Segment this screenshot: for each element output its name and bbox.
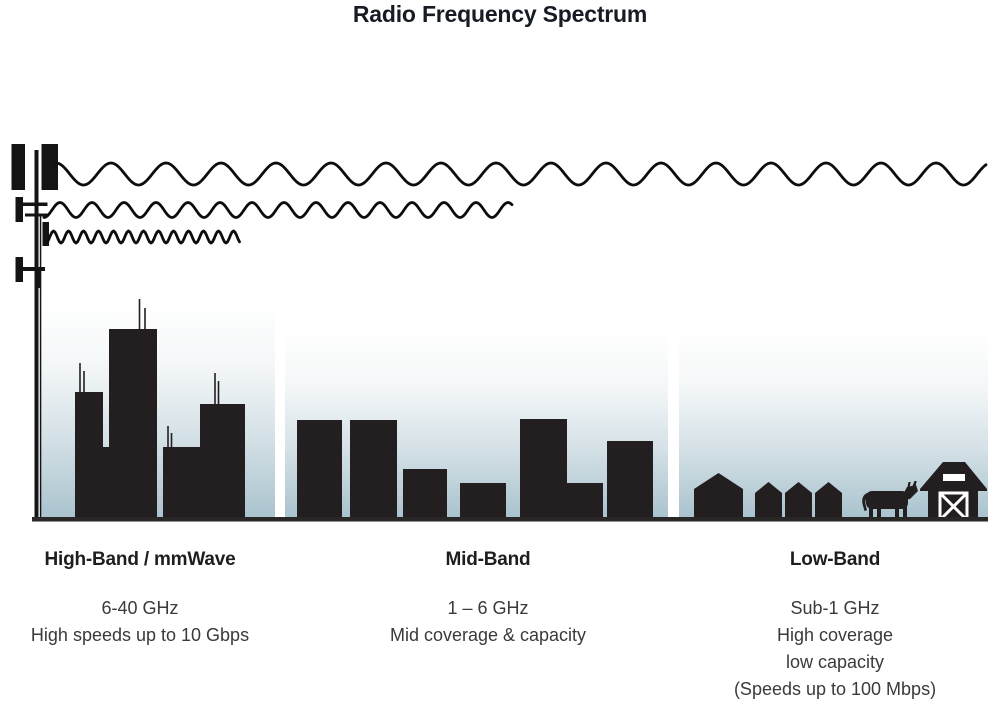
skyscraper <box>200 404 245 519</box>
band-info-line: 6-40 GHz <box>101 598 179 618</box>
skyscraper <box>103 447 109 519</box>
band-info-line: low capacity <box>785 652 885 672</box>
low-band-houses <box>694 473 842 519</box>
spectrum-illustration <box>11 144 988 522</box>
house-icon <box>755 482 782 519</box>
band-heading-mid: Mid-Band <box>445 549 531 570</box>
mid-rise-building <box>297 420 342 519</box>
house-icon <box>694 473 743 519</box>
band-heading-high: High-Band / mmWave <box>44 549 236 570</box>
barn-icon <box>920 462 987 522</box>
low-frequency-wave <box>54 161 988 187</box>
radio-waves <box>42 161 988 245</box>
skyscraper <box>109 329 157 519</box>
house-icon <box>815 482 842 519</box>
mid-frequency-wave <box>42 201 514 219</box>
mid-rise-building <box>567 483 603 519</box>
tower-mast-stub <box>37 271 41 288</box>
tower-side-antenna <box>15 197 23 222</box>
tower-side-antenna <box>15 257 23 282</box>
cow-icon <box>862 481 918 520</box>
band-info-line: 1 – 6 GHz <box>447 598 529 618</box>
mid-rise-building <box>403 469 447 519</box>
band-heading-low: Low-Band <box>789 549 881 570</box>
tower-side-antenna <box>42 222 49 246</box>
tower-crossbar <box>25 213 48 217</box>
tower-mast <box>34 150 39 519</box>
band-info-line: (Speeds up to 100 Mbps) <box>733 679 937 699</box>
tower-crossbar <box>18 202 48 206</box>
high-band-skyline <box>75 299 245 519</box>
band-info-line: Sub-1 GHz <box>790 598 880 618</box>
mid-rise-building <box>460 483 506 519</box>
high-frequency-wave <box>44 229 241 245</box>
skyscraper <box>163 447 200 519</box>
mid-rise-building <box>350 420 397 519</box>
tower-mast-line <box>39 215 42 519</box>
tower-crossbar <box>17 267 45 271</box>
band-label-high: High-Band / mmWave 6-40 GHz High speeds u… <box>15 549 265 649</box>
cell-tower-icon <box>11 144 58 519</box>
band-info-line: High coverage <box>776 625 894 645</box>
band-label-low: Low-Band Sub-1 GHz High coverage low capac… <box>700 549 970 703</box>
page-title: Radio Frequency Spectrum <box>352 1 648 27</box>
band-info-line: High speeds up to 10 Gbps <box>30 625 250 645</box>
band-info-line: Mid coverage & capacity <box>389 625 587 645</box>
skyscraper <box>75 392 103 519</box>
ground-line <box>32 517 988 522</box>
mid-band-skyline <box>297 419 653 519</box>
house-icon <box>785 482 812 519</box>
tower-antenna-panel <box>41 144 58 190</box>
mid-rise-building <box>520 419 567 519</box>
band-label-mid: Mid-Band 1 – 6 GHz Mid coverage & capacit… <box>363 549 613 649</box>
mid-rise-building <box>607 441 653 519</box>
tower-antenna-panel <box>11 144 25 190</box>
